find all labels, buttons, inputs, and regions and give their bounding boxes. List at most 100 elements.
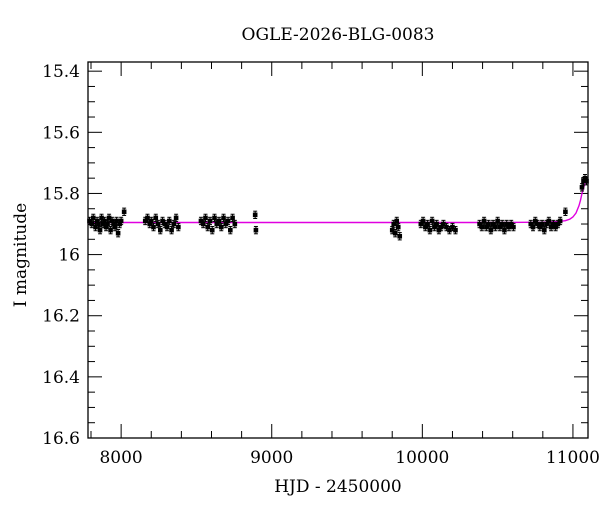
point-marker — [111, 221, 116, 227]
point-marker — [490, 221, 496, 227]
point-marker — [477, 221, 482, 227]
point-marker — [157, 227, 163, 233]
data-point — [151, 222, 156, 232]
point-marker — [436, 227, 442, 233]
data-point — [176, 222, 181, 232]
y-axis-label: I magnitude — [11, 203, 31, 307]
point-marker — [115, 230, 121, 236]
data-point — [157, 225, 163, 235]
point-marker — [453, 227, 458, 233]
point-marker — [418, 221, 424, 227]
point-marker — [557, 218, 563, 224]
point-marker — [438, 224, 444, 230]
point-marker — [551, 221, 556, 227]
plot-frame-rect — [87, 61, 589, 439]
y-axis: 15.4 15.6 15.8 16 16.2 16.4 16.6 — [42, 62, 588, 449]
data-point — [148, 216, 154, 226]
point-marker — [481, 218, 487, 224]
point-marker — [582, 175, 588, 181]
data-point — [252, 210, 258, 220]
point-marker — [479, 224, 485, 230]
data-point — [115, 229, 121, 238]
data-point — [253, 225, 259, 235]
point-marker — [546, 218, 552, 224]
point-marker — [203, 215, 208, 221]
model-curve-group — [88, 179, 589, 224]
data-point — [200, 219, 206, 229]
point-marker — [434, 221, 439, 227]
data-point — [155, 219, 161, 229]
point-marker — [112, 224, 118, 230]
point-marker — [427, 227, 433, 233]
data-point — [502, 225, 507, 235]
data-point — [392, 229, 398, 238]
point-marker — [450, 224, 455, 230]
point-marker — [555, 221, 561, 227]
data-point — [205, 222, 211, 232]
point-marker — [102, 218, 107, 224]
data-point — [420, 216, 426, 226]
y-tick-label: 16.4 — [42, 368, 80, 388]
chart-title: OGLE-2026-BLG-0083 — [242, 25, 435, 45]
point-marker — [484, 224, 489, 230]
data-point — [228, 225, 233, 235]
point-marker — [171, 221, 177, 227]
data-point — [108, 225, 113, 235]
point-marker — [209, 227, 215, 233]
data-point — [530, 222, 536, 232]
data-point — [488, 225, 494, 235]
point-marker — [155, 221, 161, 227]
model-curve — [88, 179, 589, 224]
data-point — [118, 216, 124, 226]
point-marker — [109, 218, 115, 224]
data-point — [173, 213, 179, 223]
data-point — [397, 232, 403, 241]
point-marker — [97, 227, 103, 233]
data-point — [216, 216, 222, 226]
point-marker — [212, 215, 217, 221]
point-marker — [218, 224, 224, 230]
point-marker — [441, 221, 446, 227]
data-point — [90, 213, 96, 223]
x-axis-label: HJD - 2450000 — [274, 477, 402, 497]
point-marker — [145, 215, 150, 221]
point-marker — [232, 221, 238, 227]
point-marker — [99, 215, 104, 221]
point-marker — [142, 218, 148, 224]
point-marker — [432, 224, 437, 230]
point-marker — [253, 227, 259, 233]
point-marker — [495, 218, 500, 224]
point-marker — [447, 227, 452, 233]
point-marker — [486, 221, 491, 227]
point-marker — [548, 224, 554, 230]
data-point — [542, 225, 547, 235]
point-marker — [198, 218, 204, 224]
data-point — [218, 222, 224, 232]
data-point — [225, 216, 231, 226]
y-tick-label: 15.6 — [42, 123, 80, 143]
point-marker — [395, 224, 401, 230]
data-point — [499, 219, 505, 229]
x-tick-label: 9000 — [250, 448, 293, 468]
point-marker — [169, 227, 174, 233]
data-point — [232, 219, 238, 229]
point-marker — [579, 185, 585, 190]
point-marker — [90, 215, 96, 221]
point-marker — [221, 215, 226, 221]
point-marker — [223, 221, 229, 227]
y-tick-label: 16.2 — [42, 307, 80, 327]
point-marker — [207, 218, 213, 224]
point-marker — [89, 221, 95, 227]
point-marker — [394, 218, 400, 224]
data-points-group — [87, 173, 589, 241]
data-point — [203, 213, 208, 223]
data-point — [546, 216, 552, 226]
point-marker — [429, 218, 435, 224]
point-marker — [504, 221, 509, 227]
point-marker — [87, 218, 92, 224]
y-tick-label: 15.8 — [42, 184, 80, 204]
point-marker — [532, 218, 538, 224]
data-point — [221, 213, 226, 223]
point-marker — [121, 209, 127, 215]
point-marker — [108, 227, 113, 233]
